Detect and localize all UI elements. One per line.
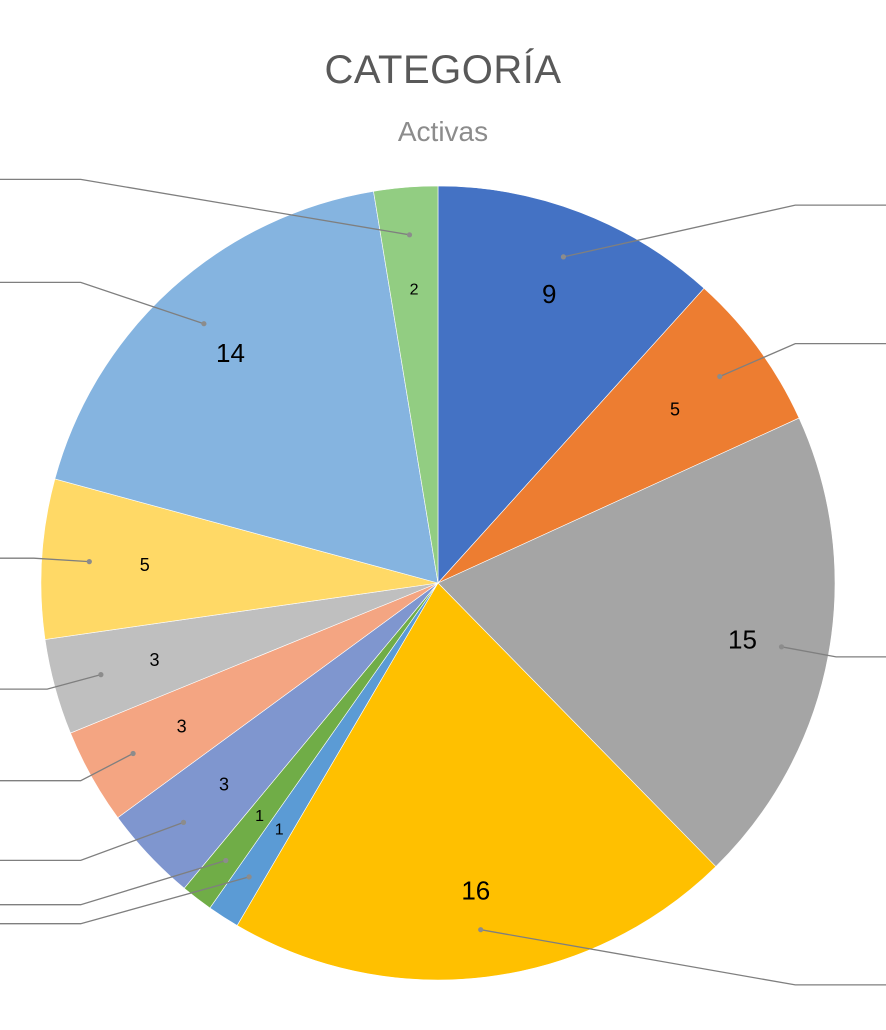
leader-line-1: [563, 204, 886, 258]
leader-line-6: [0, 859, 226, 906]
data-label-4: 16: [461, 875, 490, 905]
data-label-6: 1: [255, 808, 264, 825]
leader-dot-8: [130, 750, 136, 757]
leader-dot-7: [180, 819, 187, 826]
leader-dot-1: [560, 254, 567, 260]
leader-dot-12: [406, 232, 413, 238]
leader-line-10: [0, 557, 90, 563]
leader-dot-3: [778, 644, 785, 650]
pie-slices: [40, 185, 836, 981]
data-label-5: 1: [275, 822, 284, 839]
data-label-2: 5: [670, 399, 680, 419]
leader-line-2: [719, 342, 886, 378]
data-label-10: 5: [140, 555, 150, 575]
pie-slice-2: [437, 287, 800, 584]
data-label-3: 15: [728, 625, 757, 655]
leader-line-12: [0, 178, 410, 236]
leader-line-5: [0, 876, 250, 925]
chart-title: CATEGORÍA: [324, 48, 562, 92]
pie-slice-12: [373, 185, 439, 584]
leader-line-8: [0, 752, 134, 782]
leader-dot-4: [478, 927, 484, 933]
leader-line-4: [480, 929, 886, 986]
leader-dot-5: [246, 874, 252, 880]
chart-subtitle: Activas: [397, 116, 489, 147]
pie-slice-1: [437, 185, 705, 584]
leader-line-7: [0, 821, 184, 862]
pie-slice-11: [54, 190, 439, 584]
leader-dot-6: [223, 857, 229, 864]
data-labels: 9 5 15 16 11 3 3 3 5 14 2: [140, 279, 757, 905]
data-label-9: 3: [149, 650, 159, 670]
data-label-8: 3: [177, 716, 187, 736]
data-label-11: 14: [216, 338, 245, 368]
data-label-12: 2: [410, 282, 419, 299]
leader-line-3: [781, 646, 886, 658]
leader-dot-2: [717, 373, 723, 380]
leader-dot-9: [98, 672, 104, 678]
pie-slice-4: [236, 582, 717, 981]
leader-dot-10: [86, 559, 92, 565]
data-label-1: 9: [542, 279, 556, 309]
data-label-7: 3: [219, 774, 229, 794]
leader-line-9: [0, 673, 102, 690]
leader-line-11: [0, 281, 205, 325]
leader-dot-11: [201, 321, 207, 327]
leader-lines: [0, 178, 886, 986]
